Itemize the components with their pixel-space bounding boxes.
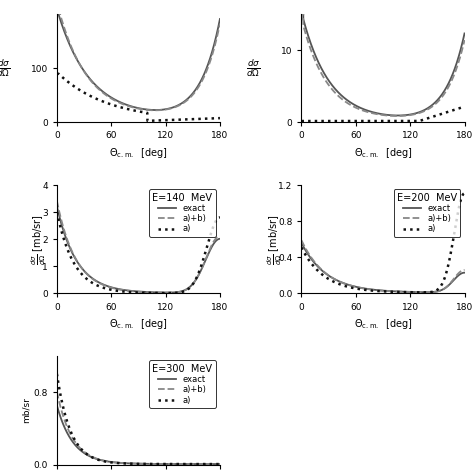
X-axis label: $\Theta_{\rm c.m.}$  [deg]: $\Theta_{\rm c.m.}$ [deg]	[354, 146, 412, 160]
Legend: exact, a)+b), a): exact, a)+b), a)	[149, 190, 216, 237]
Y-axis label: mb/sr: mb/sr	[22, 398, 31, 423]
Y-axis label: $\frac{d\sigma}{d\Omega}$: $\frac{d\sigma}{d\Omega}$	[0, 57, 10, 79]
X-axis label: $\Theta_{\rm c.m.}$  [deg]: $\Theta_{\rm c.m.}$ [deg]	[109, 317, 168, 331]
Legend: exact, a)+b), a): exact, a)+b), a)	[149, 360, 216, 408]
X-axis label: $\Theta_{\rm c.m.}$  [deg]: $\Theta_{\rm c.m.}$ [deg]	[354, 317, 412, 331]
X-axis label: $\Theta_{\rm c.m.}$  [deg]: $\Theta_{\rm c.m.}$ [deg]	[109, 146, 168, 160]
Y-axis label: $\frac{d\sigma}{d\Omega}$ [mb/sr]: $\frac{d\sigma}{d\Omega}$ [mb/sr]	[266, 214, 284, 265]
Y-axis label: $\frac{d\sigma}{d\Omega}$ [mb/sr]: $\frac{d\sigma}{d\Omega}$ [mb/sr]	[30, 214, 48, 265]
Y-axis label: $\frac{d\sigma}{d\Omega}$: $\frac{d\sigma}{d\Omega}$	[246, 57, 260, 79]
Legend: exact, a)+b), a): exact, a)+b), a)	[393, 190, 460, 237]
